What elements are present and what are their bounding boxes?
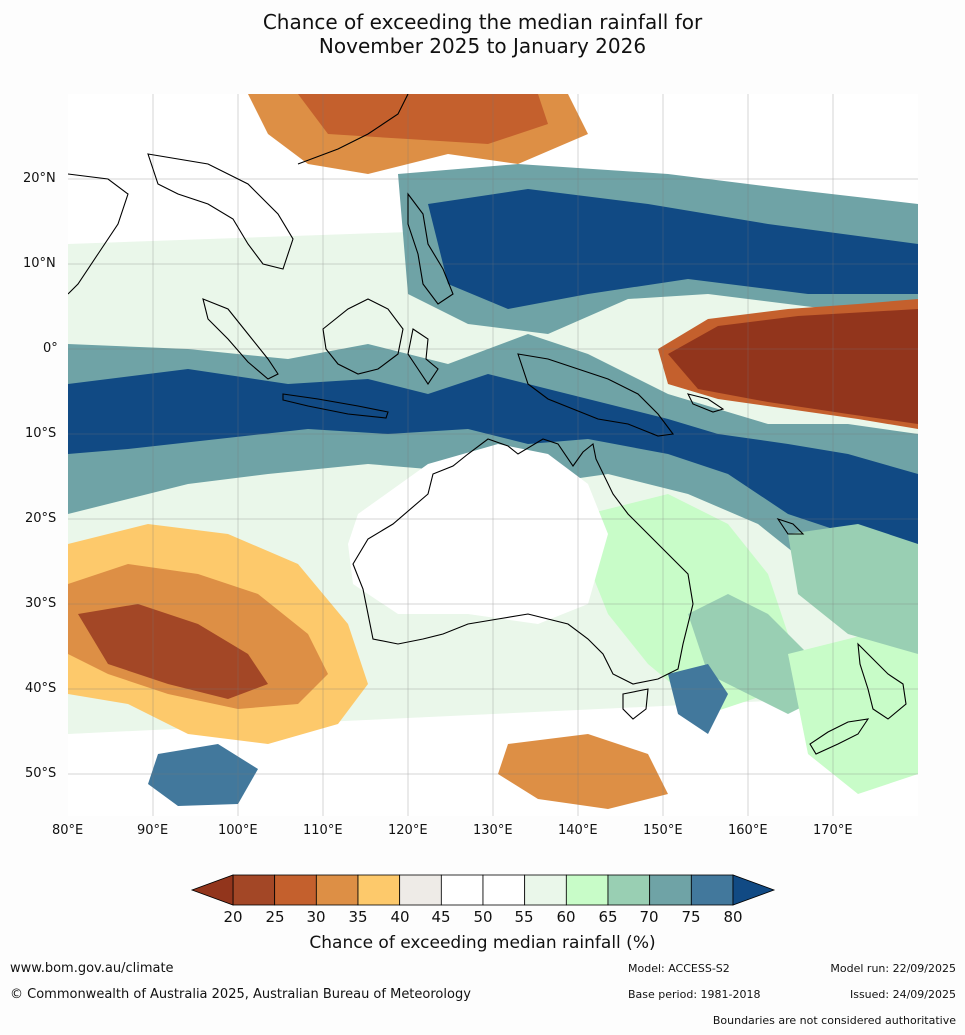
philippines-coastline bbox=[407, 192, 454, 305]
colorbar-high-extension bbox=[732, 874, 776, 906]
colorbar-cell bbox=[440, 874, 484, 906]
colorbar-tick: 20 bbox=[223, 908, 243, 926]
lat-label-20n: 20°N bbox=[23, 171, 56, 186]
colorbar-tick: 30 bbox=[306, 908, 326, 926]
borneo-coastline bbox=[322, 298, 404, 375]
lat-label-0: 0° bbox=[43, 341, 58, 356]
lat-label-10s: 10°S bbox=[25, 426, 57, 441]
colorbar-tick: 80 bbox=[723, 908, 743, 926]
footer-model-run: Model run: 22/09/2025 bbox=[830, 962, 956, 975]
lon-label-120e: 120°E bbox=[388, 823, 428, 838]
lat-label-50s: 50°S bbox=[25, 766, 57, 781]
new-zealand-north-coastline bbox=[857, 642, 907, 720]
indochina-coastline bbox=[147, 153, 294, 270]
colorbar-cell bbox=[274, 874, 317, 906]
lon-label-160e: 160°E bbox=[728, 823, 768, 838]
footer-disclaimer: Boundaries are not considered authoritat… bbox=[712, 1014, 956, 1027]
lon-label-140e: 140°E bbox=[558, 823, 598, 838]
coastlines bbox=[68, 94, 907, 755]
colorbar-tick: 65 bbox=[598, 908, 618, 926]
lon-label-80e: 80°E bbox=[52, 823, 84, 838]
new-caledonia-coastline bbox=[776, 517, 805, 535]
sulawesi-coastline bbox=[407, 328, 439, 385]
colorbar-tick: 75 bbox=[681, 908, 701, 926]
lon-label-170e: 170°E bbox=[813, 823, 853, 838]
new-guinea-coastline bbox=[517, 353, 675, 437]
colorbar-cell bbox=[607, 874, 651, 906]
india-coastline bbox=[68, 173, 129, 295]
colorbar-cell bbox=[357, 874, 401, 906]
colorbar-tick: 25 bbox=[265, 908, 285, 926]
lat-label-30s: 30°S bbox=[25, 596, 57, 611]
footer-issued: Issued: 24/09/2025 bbox=[849, 988, 956, 1001]
colorbar-tick: 70 bbox=[639, 908, 659, 926]
colorbar-tick: 35 bbox=[348, 908, 368, 926]
colorbar bbox=[190, 874, 776, 906]
title-line-2: November 2025 to January 2026 bbox=[318, 34, 647, 58]
rainfall-probability-map bbox=[68, 94, 918, 816]
graticule bbox=[68, 94, 918, 816]
colorbar-low-extension bbox=[190, 874, 234, 906]
colorbar-cell bbox=[690, 874, 734, 906]
colorbar-cells bbox=[232, 874, 734, 906]
tasmania-coastline bbox=[622, 688, 649, 720]
footer-model: Model: ACCESS-S2 bbox=[628, 962, 730, 975]
sumatra-coastline bbox=[202, 298, 279, 380]
lat-label-40s: 40°S bbox=[25, 681, 57, 696]
colorbar-cell bbox=[482, 874, 526, 906]
colorbar-tick: 40 bbox=[390, 908, 410, 926]
china-coastline bbox=[297, 94, 409, 165]
title-line-1: Chance of exceeding the median rainfall … bbox=[262, 10, 703, 34]
footer-url[interactable]: www.bom.gov.au/climate bbox=[10, 961, 174, 976]
solomon-islands-coastline bbox=[686, 393, 725, 413]
java-coastline bbox=[282, 393, 389, 419]
colorbar-cell bbox=[232, 874, 276, 906]
colorbar-cell bbox=[565, 874, 609, 906]
colorbar-cell bbox=[649, 874, 692, 906]
colorbar-tick: 55 bbox=[514, 908, 534, 926]
colorbar-title: Chance of exceeding median rainfall (%) bbox=[309, 933, 656, 953]
lon-label-90e: 90°E bbox=[137, 823, 169, 838]
colorbar-cell bbox=[524, 874, 567, 906]
lat-label-10n: 10°N bbox=[23, 256, 56, 271]
lon-label-130e: 130°E bbox=[473, 823, 513, 838]
lon-label-100e: 100°E bbox=[218, 823, 258, 838]
colorbar-cell bbox=[399, 874, 442, 906]
footer-base-period: Base period: 1981-2018 bbox=[628, 988, 761, 1001]
colorbar-tick: 45 bbox=[431, 908, 451, 926]
footer-copyright: © Commonwealth of Australia 2025, Austra… bbox=[10, 987, 471, 1002]
colorbar-tick: 60 bbox=[556, 908, 576, 926]
australia-coastline bbox=[352, 438, 694, 685]
colorbar-cell bbox=[315, 874, 359, 906]
colorbar-tick: 50 bbox=[473, 908, 493, 926]
lon-label-150e: 150°E bbox=[643, 823, 683, 838]
lon-label-110e: 110°E bbox=[303, 823, 343, 838]
new-zealand-south-coastline bbox=[809, 718, 870, 755]
lat-label-20s: 20°S bbox=[25, 511, 57, 526]
